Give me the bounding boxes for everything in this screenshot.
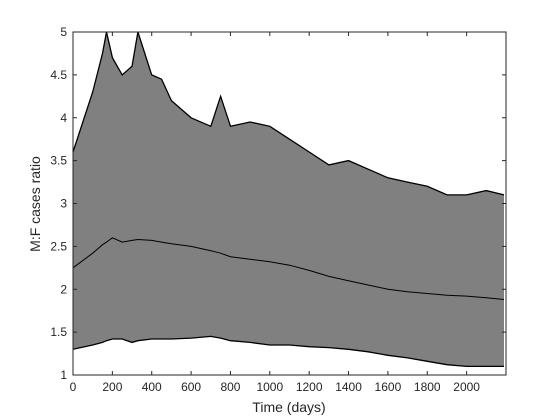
y-axis-ticks: 1 1.5 2 2.5 3 3.5 4 4.5 5 xyxy=(50,25,506,382)
plot-area xyxy=(72,31,507,376)
y-tick-label: 5 xyxy=(60,25,67,39)
x-tick-label: 2000 xyxy=(453,380,480,394)
y-axis-title: M:F cases ratio xyxy=(27,156,43,252)
x-tick-label: 1000 xyxy=(256,380,283,394)
y-tick-label: 3 xyxy=(60,197,67,211)
x-tick-label: 400 xyxy=(142,380,162,394)
x-axis-ticks: 0 200 400 600 800 1000 1200 1400 1600 1800 2000 xyxy=(70,32,480,394)
x-tick-label: 600 xyxy=(181,380,201,394)
x-tick-label: 1200 xyxy=(296,380,323,394)
x-tick-label: 1600 xyxy=(375,380,402,394)
x-tick-label: 1800 xyxy=(414,380,441,394)
lower-bound-line xyxy=(72,335,504,368)
y-tick-label: 1.5 xyxy=(50,325,67,339)
x-tick-label: 800 xyxy=(220,380,240,394)
y-tick-label: 3.5 xyxy=(50,154,67,168)
x-tick-label: 1400 xyxy=(335,380,362,394)
y-tick-label: 4 xyxy=(60,111,67,125)
y-tick-label: 1 xyxy=(60,368,67,382)
x-axis-title: Time (days) xyxy=(252,399,325,415)
median-line xyxy=(72,237,505,300)
upper-bound-line xyxy=(72,31,505,196)
y-tick-label: 4.5 xyxy=(50,68,67,82)
y-tick-label: 2 xyxy=(60,282,67,296)
x-tick-label: 0 xyxy=(70,380,77,394)
y-tick-label: 2.5 xyxy=(50,239,67,253)
x-tick-label: 200 xyxy=(102,380,122,394)
confidence-band xyxy=(73,32,504,367)
